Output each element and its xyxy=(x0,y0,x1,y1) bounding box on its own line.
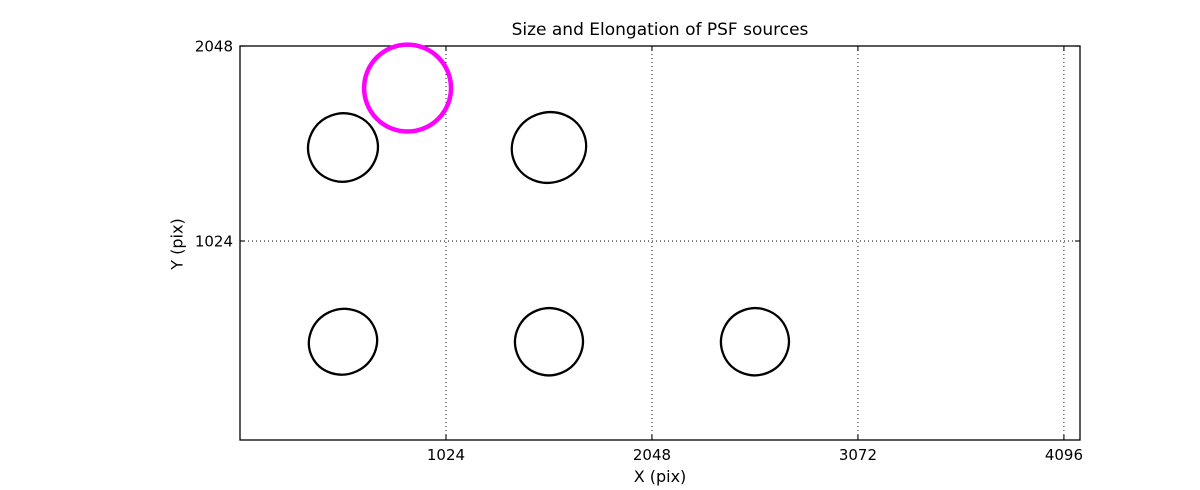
x-tick-label-2048: 2048 xyxy=(632,446,672,464)
axes-frame xyxy=(239,45,1081,441)
y-tick-label-2048: 2048 xyxy=(194,37,233,56)
psf-ellipse xyxy=(513,307,585,377)
psf-ellipse xyxy=(306,112,380,183)
psf-ellipse xyxy=(510,111,588,184)
psf-ellipse xyxy=(307,307,379,376)
y-tick-label-1024: 1024 xyxy=(194,232,233,251)
psf-ellipse xyxy=(719,307,791,377)
x-tick-label-1024: 1024 xyxy=(426,446,466,464)
chart-title: Size and Elongation of PSF sources xyxy=(511,20,809,40)
highlight-psf-ellipse xyxy=(361,42,454,134)
x-tick-label-3072: 3072 xyxy=(838,446,878,464)
y-axis-label: Y (pix) xyxy=(167,218,187,270)
x-axis-label: X (pix) xyxy=(633,467,687,486)
x-tick-label-4096: 4096 xyxy=(1044,446,1083,464)
